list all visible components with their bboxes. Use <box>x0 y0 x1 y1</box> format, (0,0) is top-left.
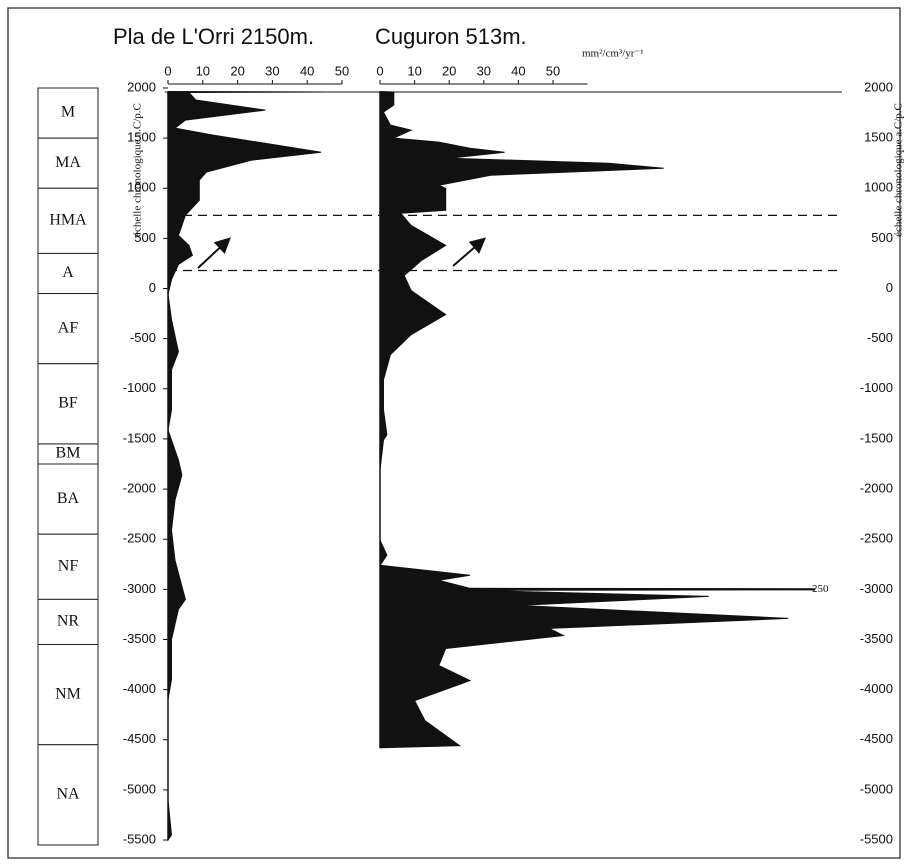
x-tick-label: 50 <box>335 63 349 78</box>
period-label: A <box>62 264 74 281</box>
y-tick-label: 1000 <box>127 180 156 195</box>
y-tick-label: -2500 <box>123 531 156 546</box>
y-tick-label: -4500 <box>860 731 893 746</box>
x-tick-label: 20 <box>230 63 244 78</box>
y-tick-label: 2000 <box>864 79 893 94</box>
y-tick-label: -3000 <box>860 581 893 596</box>
profile-group <box>379 90 815 749</box>
y-tick-label: -500 <box>867 330 893 345</box>
y-tick-label: -2000 <box>860 481 893 496</box>
y-tick-label: 1000 <box>864 180 893 195</box>
x-tick-label: 40 <box>511 63 525 78</box>
period-box <box>37 744 99 846</box>
y-tick-label: -5000 <box>123 781 156 796</box>
period-label: NA <box>56 786 80 803</box>
y-tick-label: -5500 <box>123 831 156 846</box>
x-tick-label: 10 <box>407 63 421 78</box>
y-tick-label: -1000 <box>860 380 893 395</box>
period-label: AF <box>58 319 79 336</box>
period-label: MA <box>55 154 81 171</box>
y-tick-label: -4000 <box>860 681 893 696</box>
x-tick-label: 0 <box>164 63 171 78</box>
y-tick-label: -3000 <box>123 581 156 596</box>
value-label: 250 <box>812 583 829 595</box>
y-tick-label: 500 <box>134 230 156 245</box>
period-label: NR <box>57 613 80 630</box>
profile-group <box>167 90 329 842</box>
y-tick-label: 1500 <box>864 130 893 145</box>
period-label: M <box>61 104 75 121</box>
arrow <box>452 237 487 267</box>
period-box <box>37 598 99 645</box>
x-tick-label: 30 <box>265 63 279 78</box>
period-label: BA <box>57 490 80 507</box>
y-tick-label: -500 <box>130 330 156 345</box>
arrow <box>197 237 231 269</box>
y-tick-label: -2000 <box>123 481 156 496</box>
x-tick-label: 50 <box>546 63 560 78</box>
profile-area <box>167 90 329 842</box>
y-tick-label: 0 <box>886 280 893 295</box>
period-box <box>37 363 99 445</box>
x-tick-label: 10 <box>196 63 210 78</box>
y-tick-label: -1000 <box>123 380 156 395</box>
y-tick-label: -1500 <box>860 430 893 445</box>
series-title: Cuguron 513m. <box>375 24 527 49</box>
period-label: BF <box>58 395 78 412</box>
period-label: NF <box>58 557 79 574</box>
y-tick-label: 0 <box>149 280 156 295</box>
period-box <box>37 643 99 746</box>
period-label: HMA <box>49 212 87 229</box>
period-label: BM <box>56 445 81 462</box>
y-tick-label: 1500 <box>127 130 156 145</box>
y-tick-label: -3500 <box>123 631 156 646</box>
y-tick-label: -2500 <box>860 531 893 546</box>
y-axis-label: échelle chronologique a.C/p.C <box>893 103 905 237</box>
x-tick-label: 20 <box>442 63 456 78</box>
period-box <box>37 187 99 254</box>
period-box <box>37 137 99 189</box>
frame <box>7 7 901 859</box>
period-label: NM <box>55 685 81 702</box>
y-tick-label: -4500 <box>123 731 156 746</box>
y-tick-label: -4000 <box>123 681 156 696</box>
x-tick-label: 40 <box>300 63 314 78</box>
y-tick-label: -5500 <box>860 831 893 846</box>
x-tick-label: 0 <box>376 63 383 78</box>
x-tick-label: 30 <box>477 63 491 78</box>
y-tick-label: 2000 <box>127 79 156 94</box>
profile-area <box>379 90 815 749</box>
y-axis-label: échelle chronologique a.C/p.C <box>132 103 144 237</box>
period-box <box>37 463 99 535</box>
series-title: Pla de L'Orri 2150m. <box>113 24 314 49</box>
y-tick-label: -5000 <box>860 781 893 796</box>
y-tick-label: -3500 <box>860 631 893 646</box>
period-box <box>37 252 99 295</box>
unit-label: mm²/cm³/yr⁻¹ <box>582 48 644 60</box>
y-tick-label: 500 <box>871 230 893 245</box>
y-tick-label: -1500 <box>123 430 156 445</box>
